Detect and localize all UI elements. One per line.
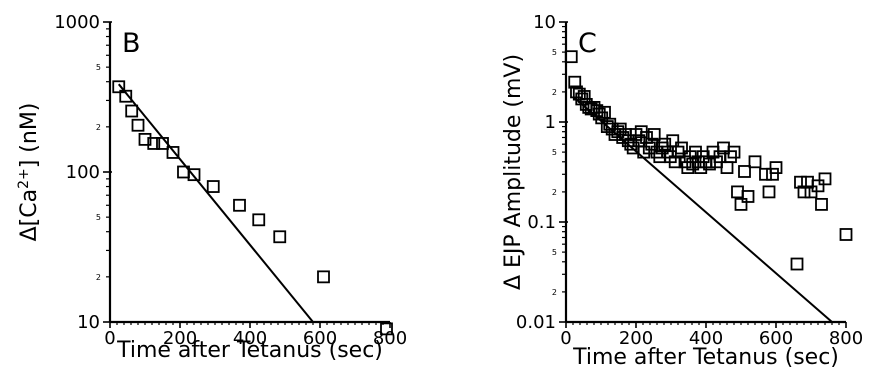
data-point <box>131 118 145 132</box>
data-point <box>206 180 220 193</box>
x-tick-label: 400 <box>233 328 267 349</box>
y-minor-tick-label: 5 <box>96 213 101 222</box>
data-point <box>727 145 741 159</box>
data-point <box>839 228 853 241</box>
data-point <box>671 145 685 159</box>
data-point <box>642 141 656 155</box>
y-minor-tick-label: 2 <box>552 188 557 197</box>
y-tick-label: 10 <box>533 12 556 33</box>
data-point <box>568 75 582 89</box>
data-point <box>252 213 266 227</box>
data-point <box>187 168 201 182</box>
y-minor-tick-label: 5 <box>552 148 557 157</box>
data-point <box>794 175 807 189</box>
panel-label: C <box>578 28 597 59</box>
x-axis-title: Time after Tetanus (sec) <box>116 338 383 363</box>
data-point <box>762 185 776 199</box>
data-point <box>815 197 828 211</box>
data-point <box>759 167 772 181</box>
y-minor-tick-label: 2 <box>96 123 101 132</box>
x-tick-label: 0 <box>104 328 115 349</box>
data-point <box>769 161 783 174</box>
x-axis-title: Time after Tetanus (sec) <box>572 345 839 370</box>
data-point <box>147 137 161 150</box>
y-tick-label: 1 <box>545 112 556 133</box>
y-tick-label: 0.01 <box>516 312 556 333</box>
data-point <box>658 137 672 151</box>
data-point <box>811 179 825 193</box>
x-tick-label: 200 <box>619 328 653 349</box>
data-point <box>720 161 734 174</box>
data-point <box>380 322 393 336</box>
data-point <box>668 155 682 169</box>
data-point <box>738 165 751 178</box>
data-point <box>766 167 779 181</box>
panel-label: B <box>122 28 141 59</box>
y-axis-title-prefix: Δ[Ca <box>17 189 42 241</box>
y-tick-label: 1000 <box>54 12 100 33</box>
y-minor-tick-label: 5 <box>552 248 557 257</box>
data-point <box>731 185 744 199</box>
x-tick-label: 600 <box>303 328 337 349</box>
data-point <box>233 198 246 212</box>
data-point <box>724 150 737 164</box>
data-point <box>734 197 748 211</box>
data-point <box>119 89 133 103</box>
data-point <box>317 270 330 284</box>
x-tick-label: 400 <box>689 328 723 349</box>
data-point <box>790 257 804 271</box>
data-point <box>647 128 661 141</box>
data-point <box>598 105 611 119</box>
x-tick-label: 0 <box>560 328 571 349</box>
data-point <box>748 155 762 169</box>
data-point <box>166 146 180 159</box>
y-axis-title: Δ EJP Amplitude (mV) <box>501 54 526 290</box>
data-point <box>703 157 716 171</box>
data-point <box>112 80 126 94</box>
x-tick-label: 200 <box>163 328 197 349</box>
x-tick-label: 800 <box>829 328 863 349</box>
y-tick-label: 10 <box>77 312 100 333</box>
y-axis-title: Δ[Ca2+] (nM) <box>16 103 42 242</box>
y-minor-tick-label: 5 <box>552 48 557 57</box>
data-point <box>689 145 702 159</box>
data-point <box>797 185 811 199</box>
y-tick-label: 0.1 <box>527 212 556 233</box>
data-point <box>564 50 578 64</box>
y-minor-tick-label: 5 <box>96 63 101 72</box>
y-minor-tick-label: 2 <box>552 288 557 297</box>
x-tick-label: 600 <box>759 328 793 349</box>
data-point <box>741 190 755 203</box>
y-tick-label: 100 <box>66 162 100 183</box>
data-point <box>156 137 169 150</box>
data-point <box>818 172 832 186</box>
y-minor-tick-label: 2 <box>96 273 101 282</box>
y-minor-tick-label: 2 <box>552 88 557 97</box>
data-point <box>125 104 139 118</box>
data-point <box>138 132 152 146</box>
data-point <box>675 141 688 155</box>
regression-line <box>117 83 314 323</box>
y-axis-title-superscript: 2+ <box>16 168 32 189</box>
y-axis-title-suffix: ] (nM) <box>17 103 42 169</box>
data-point <box>273 230 287 244</box>
